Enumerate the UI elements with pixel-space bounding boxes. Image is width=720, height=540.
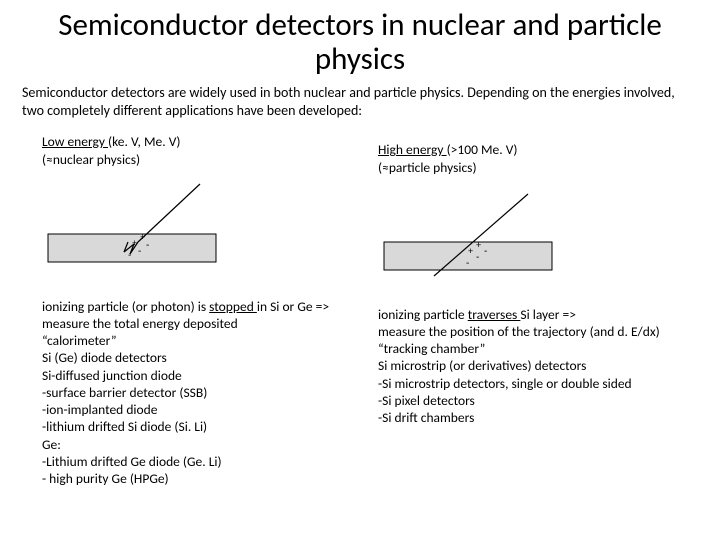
- columns: Low energy (ke. V, Me. V) (≈nuclear phys…: [0, 127, 720, 487]
- svg-text:-: -: [128, 250, 131, 261]
- svg-text:-: -: [146, 240, 149, 251]
- right-diagram: ++---: [378, 188, 680, 278]
- right-diagram-svg: ++---: [378, 188, 578, 278]
- svg-text:+: +: [132, 238, 137, 248]
- left-header: Low energy (ke. V, Me. V) (≈nuclear phys…: [42, 133, 348, 168]
- right-body-pre: ionizing particle: [378, 306, 468, 323]
- svg-text:-: -: [466, 258, 469, 269]
- right-column: High energy (>100 Me. V) (≈particle phys…: [360, 133, 700, 487]
- left-diagram-svg: ++---: [42, 180, 242, 270]
- right-body-ul: traverses: [468, 306, 521, 323]
- intro-text: Semiconductor detectors are widely used …: [0, 82, 720, 127]
- page-title: Semiconductor detectors in nuclear and p…: [0, 0, 720, 82]
- svg-text:-: -: [484, 246, 487, 257]
- right-body-post: Si layer => measure the position of the …: [378, 306, 660, 427]
- left-body-ul: stopped: [209, 298, 257, 315]
- left-body: ionizing particle (or photon) is stopped…: [42, 280, 348, 487]
- left-body-post: in Si or Ge => measure the total energy …: [42, 298, 329, 488]
- right-header: High energy (>100 Me. V) (≈particle phys…: [378, 141, 680, 176]
- right-body: ionizing particle traverses Si layer => …: [378, 288, 680, 426]
- left-diagram: ++---: [42, 180, 348, 270]
- svg-text:+: +: [140, 232, 145, 242]
- left-column: Low energy (ke. V, Me. V) (≈nuclear phys…: [0, 133, 360, 487]
- left-body-pre: ionizing particle (or photon) is: [42, 298, 209, 315]
- svg-text:+: +: [476, 240, 481, 250]
- svg-text:-: -: [138, 246, 141, 257]
- right-header-underline: High energy: [378, 141, 447, 158]
- svg-text:+: +: [468, 246, 473, 256]
- svg-text:-: -: [476, 252, 479, 263]
- left-header-underline: Low energy: [42, 133, 108, 150]
